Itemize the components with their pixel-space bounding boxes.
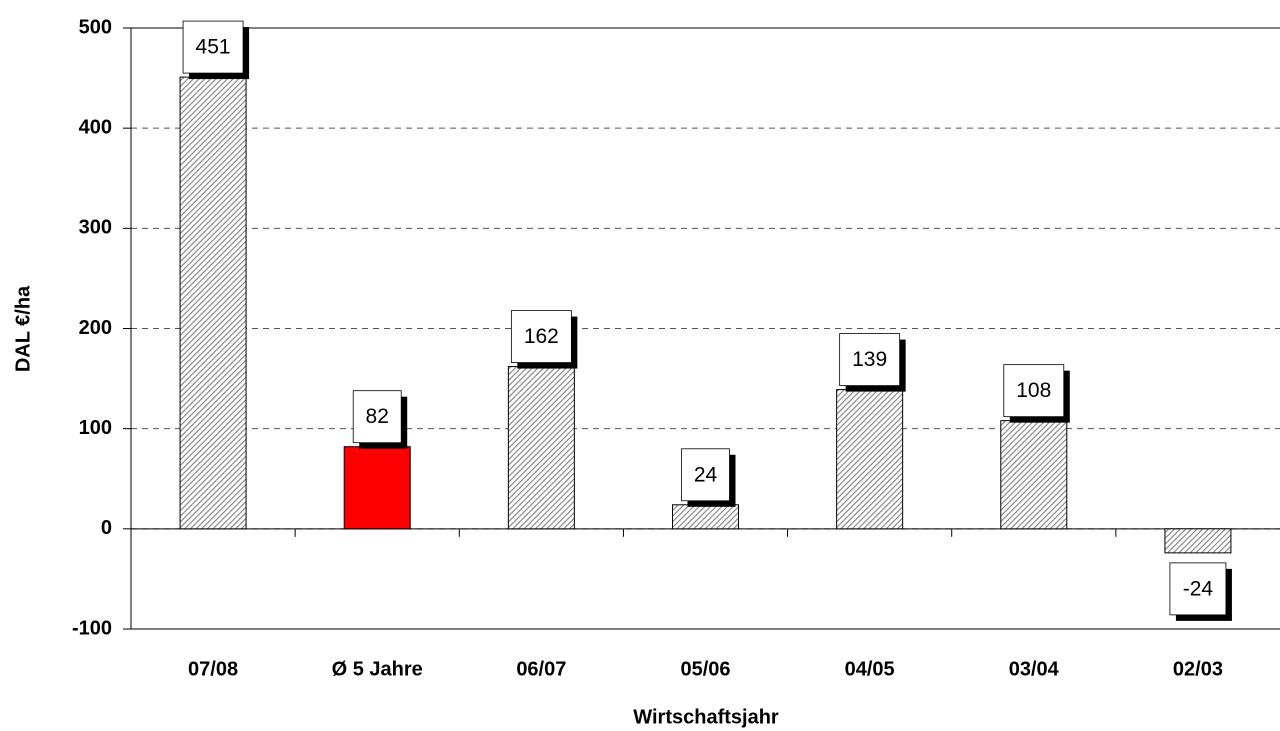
data-label-box (839, 333, 901, 387)
data-label: 24 (694, 463, 718, 486)
y-tick-label: 500 (79, 16, 112, 38)
y-tick-label: 400 (79, 116, 112, 138)
y-tick-label: 100 (79, 417, 112, 439)
data-label: 162 (524, 325, 559, 348)
bar (1164, 528, 1232, 554)
data-label-box (510, 310, 572, 363)
bar (672, 504, 739, 530)
bar (343, 446, 411, 530)
x-axis-title: Wirtschaftsjahr (633, 706, 779, 728)
data-label: 108 (1016, 379, 1051, 402)
x-tick-label: Ø 5 Jahre (332, 658, 423, 680)
data-label-box (1003, 364, 1065, 418)
y-tick-label: 0 (101, 517, 112, 539)
y-tick-label: -100 (72, 617, 112, 639)
y-tick-label: 300 (79, 217, 112, 239)
data-label: -24 (1183, 577, 1214, 600)
y-tick-label: 200 (79, 317, 112, 339)
bar (836, 389, 904, 530)
y-axis-title: DAL €/ha (12, 285, 34, 372)
x-tick-label: 02/03 (1173, 658, 1223, 680)
data-label-box (1169, 562, 1227, 616)
data-label: 451 (196, 36, 231, 59)
data-label-box (681, 448, 730, 502)
bar (507, 366, 575, 530)
data-label: 82 (366, 405, 389, 428)
x-tick-label: 06/07 (516, 658, 566, 680)
x-tick-label: 05/06 (680, 658, 730, 680)
x-tick-label: 07/08 (188, 658, 238, 680)
x-tick-label: 03/04 (1009, 658, 1060, 680)
bar (1000, 420, 1068, 530)
bar (179, 76, 247, 530)
data-label: 139 (852, 348, 887, 371)
data-label-box (182, 20, 244, 74)
data-label-box (352, 390, 402, 444)
x-tick-label: 04/05 (845, 658, 895, 680)
